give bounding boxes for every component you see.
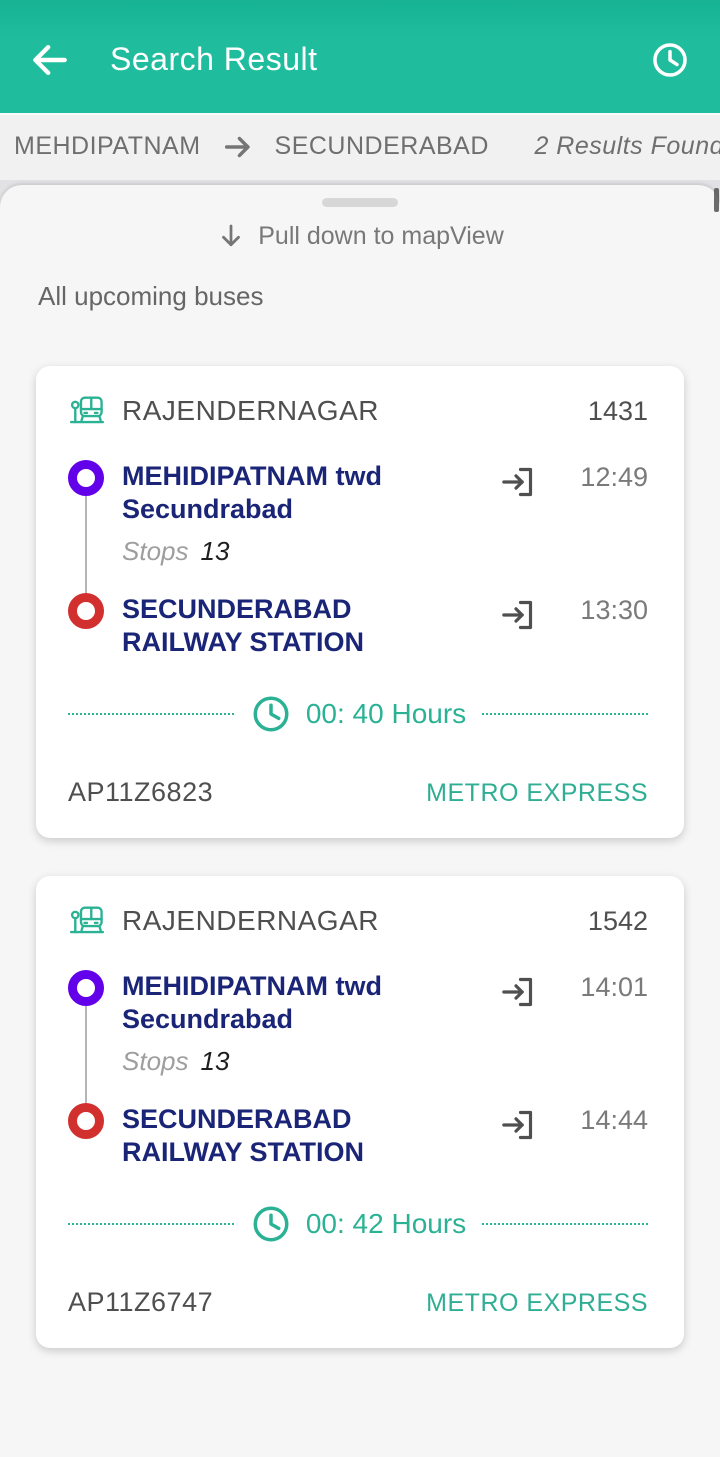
origin-time: 12:49 (580, 462, 648, 492)
results-count: 2 Results Found (534, 132, 720, 160)
destination-time: 14:44 (580, 1105, 648, 1135)
destination-stop-name: SECUNDERABAD RAILWAY STATION (122, 594, 365, 657)
bus-result-card[interactable]: RAJENDERNAGAR 1431 MEHIDIPATNAM twd Secu… (36, 366, 684, 838)
origin-ring-icon (68, 970, 104, 1006)
card-header: RAJENDERNAGAR 1542 (68, 902, 648, 940)
back-arrow-icon (28, 38, 72, 82)
card-footer: AP11Z6747 METRO EXPRESS (68, 1287, 648, 1318)
section-title: All upcoming buses (38, 281, 264, 311)
destination-stop-name: SECUNDERABAD RAILWAY STATION (122, 1104, 365, 1167)
route-number: 1431 (587, 395, 648, 426)
destination-info: SECUNDERABAD RAILWAY STATION (122, 1103, 476, 1169)
duration-divider: 00: 40 Hours (68, 693, 649, 735)
route-timeline: MEHIDIPATNAM twd Secundrabad Stops 13 12:… (68, 460, 648, 659)
dotted-line (482, 713, 649, 715)
stops-info: Stops 13 (122, 536, 476, 567)
history-button[interactable] (646, 36, 694, 84)
destination-info: SECUNDERABAD RAILWAY STATION (122, 593, 476, 659)
alight-at-destination-button[interactable] (498, 1105, 538, 1169)
timeline-connector (85, 1006, 87, 1103)
route-name: RAJENDERNAGAR (122, 905, 379, 936)
route-arrow-icon (221, 130, 255, 164)
duration-clock-icon (250, 693, 292, 735)
stops-count: 13 (200, 536, 230, 566)
back-button[interactable] (26, 36, 74, 84)
origin-stop-name: MEHIDIPATNAM twd Secundrabad (122, 461, 382, 524)
origin-info: MEHIDIPATNAM twd Secundrabad Stops 13 (122, 970, 476, 1103)
destination-marker-cell (68, 593, 104, 659)
bus-stop-icon (68, 902, 106, 940)
login-arrow-icon (498, 1105, 538, 1145)
clock-icon (649, 39, 691, 81)
bus-stop-icon (68, 392, 106, 430)
card-header: RAJENDERNAGAR 1431 (68, 392, 648, 430)
vehicle-number: AP11Z6823 (68, 777, 214, 807)
origin-marker-cell (68, 460, 104, 593)
route-name: RAJENDERNAGAR (122, 395, 379, 426)
route-number: 1542 (587, 905, 648, 936)
dotted-line (68, 713, 234, 715)
trip-duration: 00: 40 Hours (305, 698, 467, 729)
board-at-origin-button[interactable] (498, 462, 538, 593)
pull-down-label: Pull down to mapView (258, 221, 504, 250)
origin-stop-name: MEHIDIPATNAM twd Secundrabad (122, 971, 382, 1034)
service-type: METRO EXPRESS (426, 1289, 648, 1317)
dotted-line (68, 1223, 234, 1225)
destination-marker-cell (68, 1103, 104, 1169)
destination-ring-icon (68, 593, 104, 629)
login-arrow-icon (498, 595, 538, 635)
dotted-line (482, 1223, 649, 1225)
stops-label: Stops (122, 1046, 189, 1076)
origin-ring-icon (68, 460, 104, 496)
pull-down-hint[interactable]: Pull down to mapView (0, 221, 720, 251)
destination-time: 13:30 (580, 595, 648, 625)
sheet-drag-handle[interactable] (322, 198, 398, 207)
card-footer: AP11Z6823 METRO EXPRESS (68, 777, 648, 808)
destination-ring-icon (68, 1103, 104, 1139)
bottom-sheet: Pull down to mapView All upcoming buses (0, 185, 720, 1457)
stops-info: Stops 13 (122, 1046, 476, 1077)
origin-time: 14:01 (580, 972, 648, 1002)
origin-info: MEHIDIPATNAM twd Secundrabad Stops 13 (122, 460, 476, 593)
page-title: Search Result (110, 41, 318, 77)
route-summary-bar: MEHDIPATNAM SECUNDERABAD 2 Results Found (0, 113, 720, 180)
login-arrow-icon (498, 972, 538, 1012)
content-area: Pull down to mapView All upcoming buses (0, 180, 720, 1457)
alight-at-destination-button[interactable] (498, 595, 538, 659)
duration-divider: 00: 42 Hours (68, 1203, 649, 1245)
board-at-origin-button[interactable] (498, 972, 538, 1103)
origin-label: MEHDIPATNAM (14, 132, 201, 160)
origin-marker-cell (68, 970, 104, 1103)
stops-count: 13 (200, 1046, 230, 1076)
route-timeline: MEHIDIPATNAM twd Secundrabad Stops 13 14:… (68, 970, 648, 1169)
service-type: METRO EXPRESS (426, 779, 648, 807)
destination-label: SECUNDERABAD (274, 132, 489, 160)
vehicle-number: AP11Z6747 (68, 1287, 214, 1317)
app-bar: Search Result (0, 0, 720, 113)
bus-result-card[interactable]: RAJENDERNAGAR 1542 MEHIDIPATNAM twd Secu… (36, 876, 684, 1348)
timeline-connector (85, 496, 87, 593)
login-arrow-icon (498, 462, 538, 502)
duration-clock-icon (250, 1203, 292, 1245)
scrollbar-thumb[interactable] (714, 188, 719, 212)
stops-label: Stops (122, 536, 189, 566)
arrow-down-icon (216, 221, 246, 251)
trip-duration: 00: 42 Hours (305, 1208, 467, 1239)
